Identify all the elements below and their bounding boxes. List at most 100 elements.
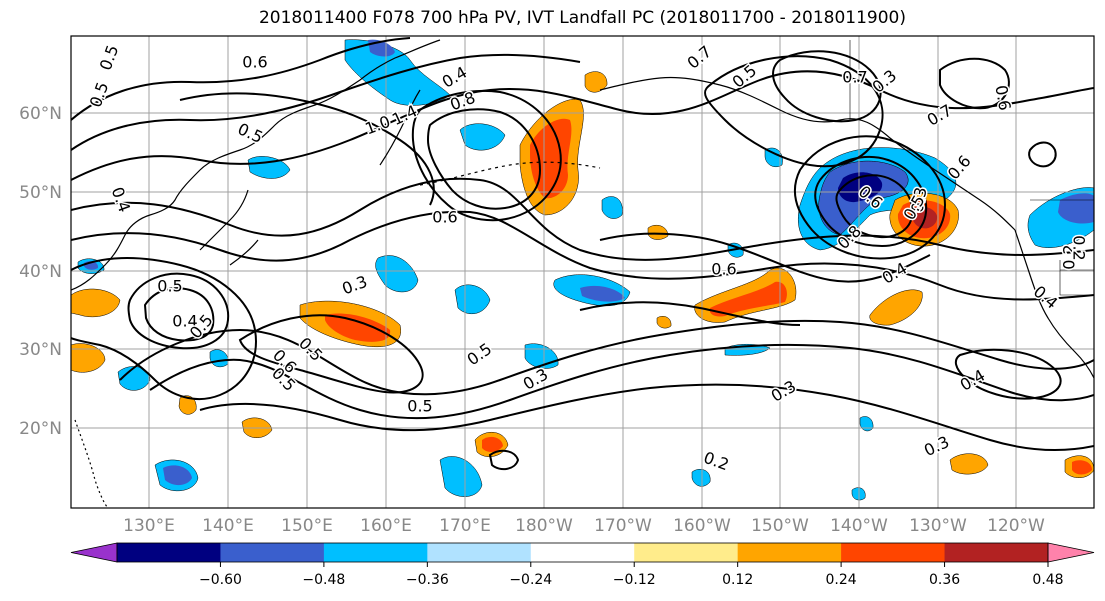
lon-label: 180°W	[515, 516, 573, 536]
colorbar-swatch	[427, 543, 532, 562]
contour-line	[238, 314, 424, 394]
contour-value-label: 0.4	[108, 184, 135, 214]
contour-line	[71, 37, 411, 121]
contour-value-label: 0.3	[339, 272, 369, 299]
lon-label: 150°E	[281, 516, 333, 536]
colorbar-swatch	[634, 543, 739, 562]
contour-value-label: 0.5	[729, 61, 761, 92]
contour-value-label: 0.3	[520, 365, 552, 394]
colorbar-tick-label: 0.24	[826, 572, 857, 588]
contour-value-label: 0.5	[96, 42, 123, 72]
contour-value-label: 0.5	[407, 397, 432, 416]
positive-anomaly-small-sub-e	[656, 316, 672, 329]
contour-line	[426, 108, 542, 210]
colorbar	[70, 542, 1095, 563]
negative-anomaly-small-midlat	[601, 196, 623, 219]
contour-value-label: 0.7	[842, 68, 867, 87]
contour-line	[599, 232, 931, 283]
contour-value-label: 0.4	[172, 312, 197, 331]
colorbar-swatch	[117, 543, 221, 562]
contour-line	[149, 343, 1094, 420]
coastline-japan	[199, 189, 259, 266]
lon-label: 170°E	[439, 516, 491, 536]
plot-frame	[70, 35, 1095, 509]
contour-value-label: 0.5	[295, 334, 326, 365]
contour-value-label: 0.5	[464, 339, 496, 369]
colorbar-swatch	[220, 543, 325, 562]
lon-label: 130°E	[123, 516, 175, 536]
contour-line	[71, 70, 1094, 181]
contour-line	[411, 89, 562, 222]
contour-value-label: 0.6	[432, 208, 457, 227]
colorbar-swatch	[323, 543, 428, 562]
contour-value-label: 0.5	[86, 79, 113, 109]
contour-line	[199, 383, 1094, 452]
colorbar-tick-label: −0.24	[509, 572, 552, 588]
contour-value-label: 0.2	[701, 448, 731, 475]
pv-contours	[71, 37, 1094, 471]
lon-label: 140°E	[202, 516, 254, 536]
colorbar-tick-label: −0.12	[613, 572, 656, 588]
contour-line	[71, 177, 1094, 261]
positive-anomaly-small-midlat-e	[647, 225, 669, 240]
lon-label: 140°W	[830, 516, 888, 536]
positive-anomaly-subtropical-east	[869, 289, 923, 326]
lon-label: 150°W	[751, 516, 809, 536]
contour-value-label: 0.3	[869, 66, 901, 97]
contour-line	[119, 319, 1094, 396]
colorbar-tick-label: 0.36	[929, 572, 960, 588]
lat-label: 20°N	[19, 419, 62, 439]
contour-value-label: 0.4	[879, 259, 911, 288]
colorbar-high-extension	[1047, 542, 1095, 563]
contour-line	[954, 348, 1062, 400]
positive-anomaly-west-pacific	[71, 288, 121, 318]
positive-anomaly-small-west	[178, 395, 197, 415]
contour-line	[143, 287, 215, 342]
contour-value-label: 0.2	[1070, 235, 1089, 260]
coastline-islands-west	[74, 419, 109, 508]
contour-line	[127, 272, 230, 350]
contour-value-label: 0.6	[991, 84, 1014, 112]
positive-anomaly-west-pacific-south	[71, 343, 106, 373]
lat-label: 30°N	[19, 340, 62, 360]
contour-line	[814, 155, 928, 248]
contour-line	[579, 301, 801, 326]
negative-anomaly-small-sw	[209, 349, 229, 368]
colorbar-swatch	[944, 543, 1049, 562]
negative-anomaly-small-ne	[764, 147, 783, 168]
contour-line	[179, 92, 435, 206]
negative-anomaly-small-japan	[247, 156, 291, 179]
negative-anomaly-tropical-west-core	[163, 465, 192, 486]
latitude-labels: 60°N 50°N 40°N 30°N 20°N	[19, 104, 62, 439]
colorbar-swatch	[841, 543, 946, 562]
contour-value-label: 0.5	[235, 119, 266, 147]
colorbar-swatch	[737, 543, 842, 562]
contour-value-label: 0.2	[1060, 244, 1079, 269]
colorbar-tick-label: −0.60	[199, 572, 242, 588]
positive-anomaly-north-pacific-core	[530, 118, 572, 199]
positive-anomaly-tropical-east	[949, 453, 989, 475]
colorbar-low-extension	[70, 542, 118, 563]
lon-label: 170°W	[594, 516, 652, 536]
negative-anomaly-north-pacific-mid-core	[580, 285, 625, 302]
colorbar-tick-label: −0.48	[302, 572, 345, 588]
contour-value-label: 1.0	[362, 112, 392, 139]
negative-anomaly-west-south	[117, 366, 151, 391]
contour-line	[71, 53, 581, 151]
contour-line	[1028, 141, 1057, 168]
lon-label: 120°W	[987, 516, 1045, 536]
contour-value-label: 0.5	[157, 277, 182, 296]
contour-line	[772, 50, 882, 123]
coastline-north-america	[1014, 229, 1094, 379]
colorbar-tick-labels: −0.60 −0.48 −0.36 −0.24 −0.12 0.12 0.24 0.36 0.4…	[199, 562, 1064, 588]
contour-line	[835, 174, 914, 239]
contour-value-label: 0.6	[711, 260, 736, 279]
lon-label: 130°W	[909, 516, 967, 536]
lat-label: 60°N	[19, 104, 62, 124]
positive-anomaly-small-north	[584, 71, 608, 93]
lat-label: 40°N	[19, 262, 62, 282]
positive-anomaly-tropical-central-core	[482, 436, 503, 452]
negative-anomaly-gulf-of-alaska-inner	[838, 172, 883, 203]
contour-value-label: 0.3	[921, 432, 952, 460]
map-title: 2018011400 F078 700 hPa PV, IVT Landfall…	[258, 8, 906, 28]
